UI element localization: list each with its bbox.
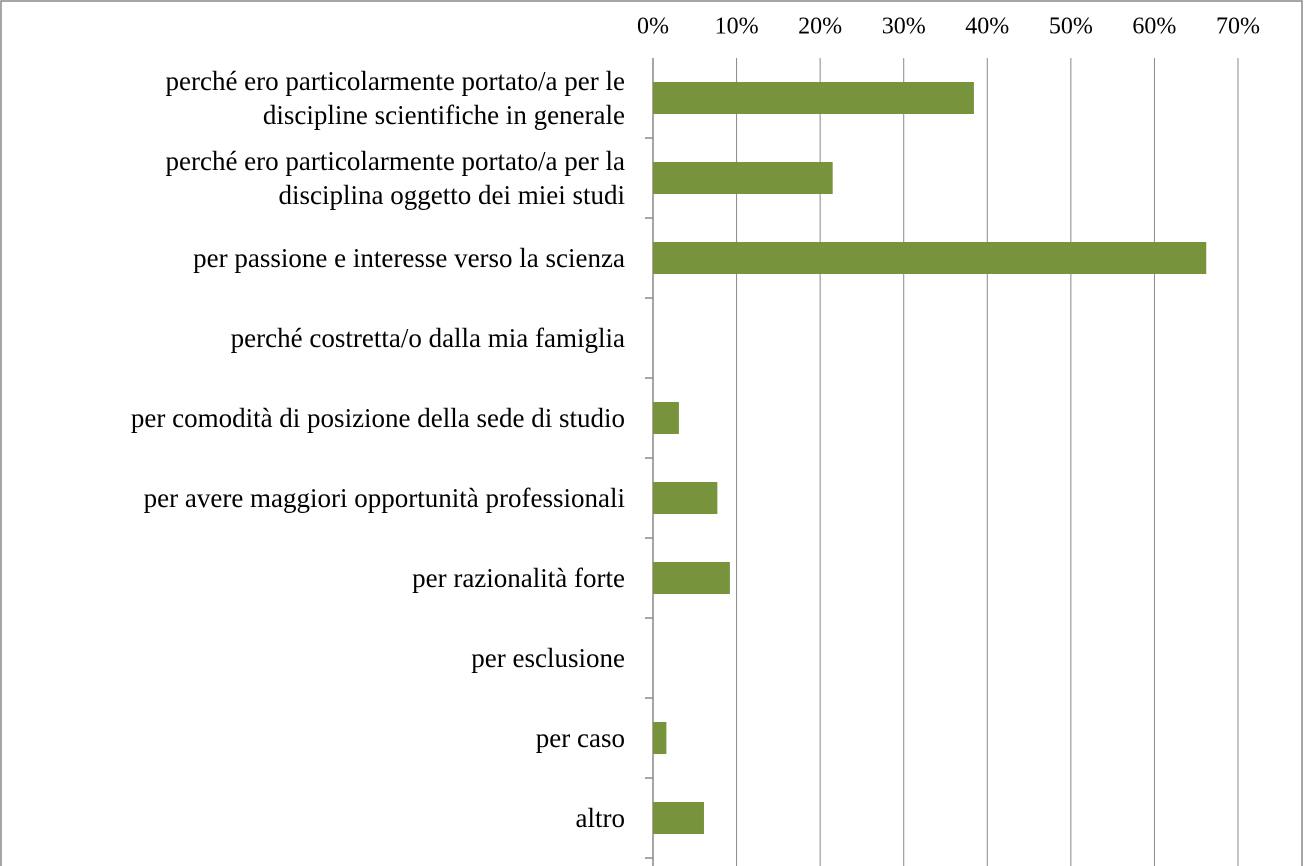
bar: [653, 82, 974, 114]
x-tick-label: 50%: [1049, 14, 1093, 40]
category-label: perché ero particolarmente portato/a per…: [165, 146, 625, 210]
x-tick-label: 20%: [798, 14, 842, 40]
bar: [653, 562, 730, 594]
category-label: perché costretta/o dalla mia famiglia: [230, 323, 625, 353]
bar: [653, 722, 667, 754]
x-tick-label: 40%: [965, 14, 1009, 40]
x-tick-label: 0%: [637, 14, 669, 40]
category-label: perché ero particolarmente portato/a per…: [165, 66, 625, 130]
x-tick-label: 60%: [1132, 14, 1176, 40]
bar: [653, 162, 833, 194]
bar: [653, 402, 679, 434]
x-tick-label: 10%: [715, 14, 759, 40]
category-label: per comodità di posizione della sede di …: [130, 403, 625, 433]
bar: [653, 802, 704, 834]
bar: [653, 482, 718, 514]
category-label: per caso: [535, 723, 625, 753]
bar: [653, 242, 1207, 274]
x-tick-label: 70%: [1216, 14, 1260, 40]
category-label: altro: [575, 803, 625, 833]
category-label: per esclusione: [471, 643, 625, 673]
category-label: per avere maggiori opportunità professio…: [143, 483, 625, 513]
x-tick-label: 30%: [882, 14, 926, 40]
category-label: per passione e interesse verso la scienz…: [193, 243, 625, 273]
category-label: per razionalità forte: [412, 563, 625, 593]
